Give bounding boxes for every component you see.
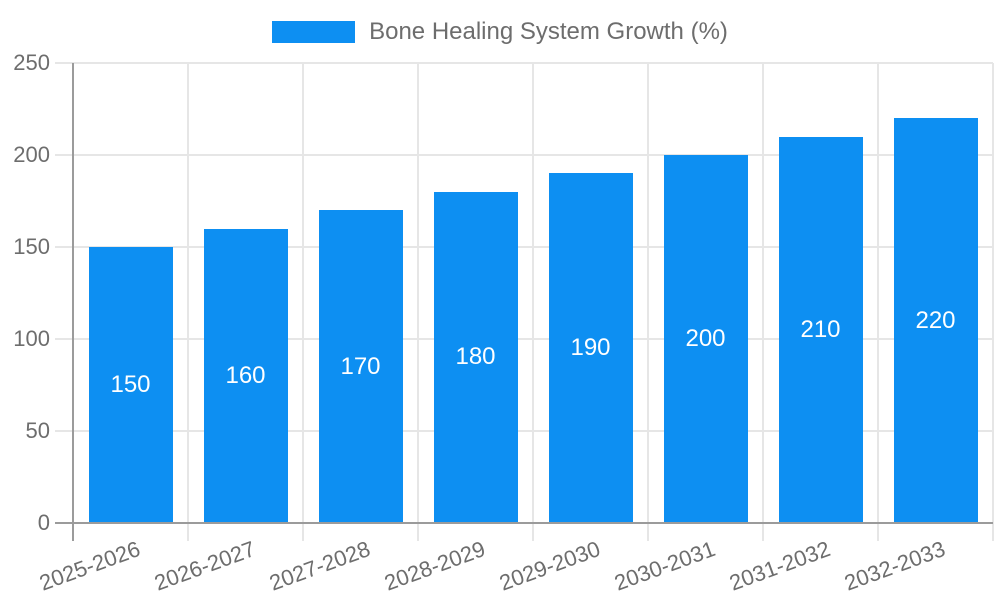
bar-2031-2032[interactable]: 210: [778, 136, 863, 523]
x-gridline: [532, 63, 534, 541]
bar-value-label: 180: [455, 343, 496, 371]
x-gridline: [992, 63, 994, 541]
legend-swatch: [272, 21, 356, 43]
x-axis-tick-label: 2026-2027: [151, 536, 259, 596]
x-axis-tick-label: 2032-2033: [841, 536, 949, 596]
y-gridline: [55, 430, 993, 432]
bar-value-label: 160: [225, 361, 266, 389]
x-axis-tick-label: 2028-2029: [381, 536, 489, 596]
x-gridline: [877, 63, 879, 541]
y-axis-tick-label: 250: [13, 50, 50, 75]
y-axis-tick-label: 50: [25, 418, 50, 443]
x-axis-tick-label: 2027-2028: [266, 536, 374, 596]
y-gridline: [55, 338, 993, 340]
x-axis-tick-label: 2031-2032: [726, 536, 834, 596]
x-gridline: [302, 63, 304, 541]
bar-value-label: 190: [570, 334, 611, 362]
y-axis-tick-label: 150: [13, 234, 50, 259]
y-axis-tick-label: 0: [37, 510, 50, 535]
bar-2030-2031[interactable]: 200: [663, 155, 748, 523]
bar-2032-2033[interactable]: 220: [893, 118, 978, 523]
bar-2028-2029[interactable]: 180: [433, 191, 518, 523]
bar-2026-2027[interactable]: 160: [203, 228, 288, 523]
y-gridline: [55, 62, 993, 64]
x-axis-tick-label: 2030-2031: [611, 536, 719, 596]
bar-2025-2026[interactable]: 150: [88, 247, 173, 523]
bar-value-label: 200: [685, 325, 726, 352]
y-gridline: [55, 246, 993, 248]
bar-2029-2030[interactable]: 190: [548, 173, 633, 523]
y-axis-line: [72, 63, 74, 541]
bar-value-label: 210: [800, 315, 841, 343]
y-gridline: [55, 154, 993, 156]
x-axis-tick-label: 2025-2026: [36, 536, 144, 596]
bar-value-label: 150: [110, 371, 151, 398]
y-axis-tick-label: 100: [13, 326, 50, 351]
chart-legend-item[interactable]: Bone Healing System Growth (%): [0, 18, 1000, 46]
y-axis-tick-label: 200: [13, 142, 50, 167]
bar-value-label: 170: [340, 352, 381, 380]
x-gridline: [647, 63, 649, 541]
bar-2027-2028[interactable]: 170: [318, 210, 403, 523]
x-axis-tick-label: 2029-2030: [496, 536, 604, 596]
x-gridline: [187, 63, 189, 541]
x-gridline: [762, 63, 764, 541]
legend-label: Bone Healing System Growth (%): [369, 18, 728, 45]
x-axis-line: [55, 522, 993, 524]
bar-value-label: 220: [915, 306, 956, 334]
x-gridline: [417, 63, 419, 541]
